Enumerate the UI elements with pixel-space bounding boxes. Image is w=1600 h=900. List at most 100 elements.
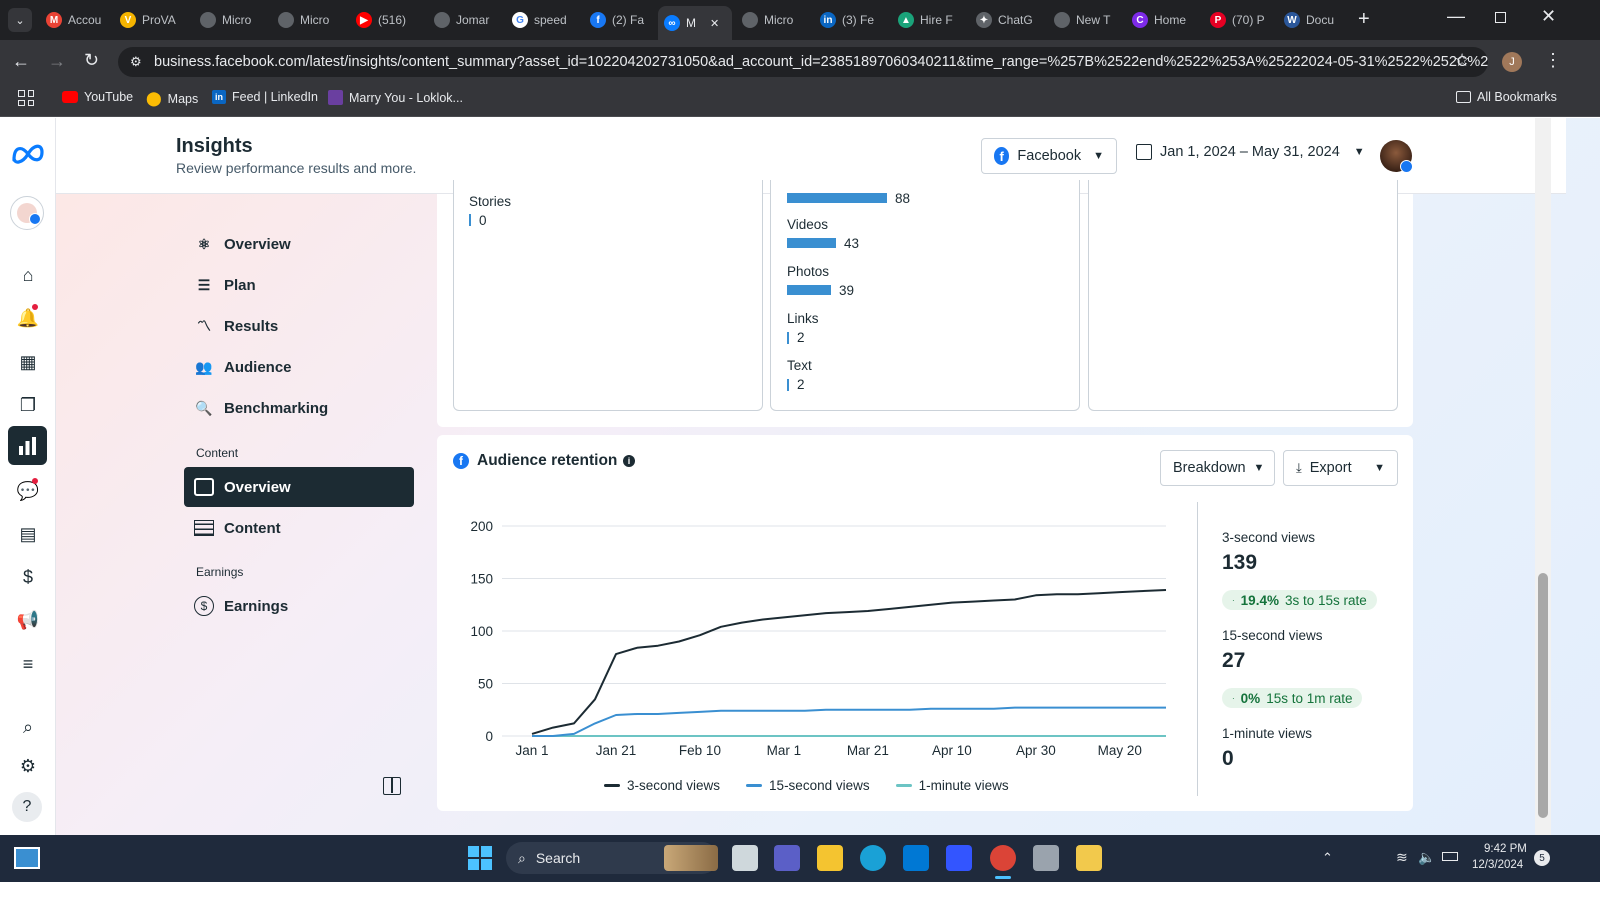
nav-content-overview[interactable]: Overview [184, 467, 414, 507]
browser-tab[interactable]: W Docu [1278, 6, 1352, 34]
legend-15s[interactable]: 15-second views [746, 778, 870, 793]
forward-button[interactable]: → [48, 51, 66, 71]
apps-grid-icon[interactable] [18, 90, 34, 106]
nav-audience[interactable]: 👥 Audience [194, 349, 291, 385]
help-icon[interactable]: ? [12, 792, 42, 822]
browser-tab[interactable]: Micro [736, 6, 810, 34]
browser-tab[interactable]: New T [1048, 6, 1122, 34]
info-icon[interactable]: i [623, 455, 635, 467]
browser-tab[interactable]: Jomar [428, 6, 502, 34]
nav-overview[interactable]: ⚛ Overview [194, 226, 291, 262]
pages-icon[interactable]: ❐ [19, 394, 37, 415]
page-avatar[interactable] [10, 196, 44, 230]
taskbar-search[interactable]: ⌕ Search [506, 842, 718, 874]
bookmark-maps[interactable]: ⬤ Maps [146, 90, 198, 107]
platform-select[interactable]: f Facebook ▼ [981, 138, 1117, 174]
all-bookmarks[interactable]: All Bookmarks [1456, 90, 1557, 104]
store-icon[interactable] [903, 845, 929, 871]
edge-icon[interactable] [860, 845, 886, 871]
page-scrollbar[interactable] [1535, 118, 1551, 835]
rail-active-insights[interactable] [8, 426, 47, 465]
file-explorer-icon[interactable] [817, 845, 843, 871]
browser-tab[interactable]: in (3) Fe [814, 6, 888, 34]
breakdown-button[interactable]: Breakdown ▼ [1160, 450, 1275, 486]
nav-earnings[interactable]: $ Earnings [194, 588, 288, 624]
browser-tab[interactable]: Micro [272, 6, 346, 34]
bookmark-linkedin[interactable]: in Feed | LinkedIn [212, 90, 318, 104]
x-tick-label: May 20 [1098, 743, 1142, 758]
legend-1m[interactable]: 1-minute views [895, 778, 1009, 793]
browser-menu-icon[interactable]: ⋮ [1544, 50, 1562, 70]
settings-icon[interactable]: ⚙ [19, 755, 37, 776]
browser-tab[interactable]: C Home [1126, 6, 1200, 34]
browser-tab[interactable]: Micro [194, 6, 268, 34]
nav-plan[interactable]: ☰ Plan [194, 267, 256, 303]
bookmark-star-icon[interactable]: ☆ [1454, 50, 1471, 70]
nav-content[interactable]: Content [194, 510, 281, 546]
ads-icon[interactable]: 📢 [16, 609, 40, 630]
reload-button[interactable]: ↻ [84, 50, 100, 70]
series-line-15-second-views[interactable] [532, 706, 1166, 737]
teams-icon[interactable] [774, 845, 800, 871]
messages-icon[interactable]: 💬 [16, 480, 40, 501]
widgets-icon[interactable] [14, 847, 40, 869]
contacts-icon[interactable]: ▤ [19, 523, 37, 544]
account-avatar[interactable] [1380, 140, 1413, 173]
battery-icon[interactable] [1442, 852, 1458, 861]
clock-date[interactable]: 12/3/2024 [1472, 859, 1524, 871]
scrollbar-thumb[interactable] [1538, 573, 1548, 818]
folder-icon [1456, 91, 1471, 103]
export-button[interactable]: ⤓ Export ▼ [1283, 450, 1398, 486]
browser-tab[interactable]: P (70) P [1204, 6, 1274, 34]
browser-tab[interactable]: M Accou [40, 6, 110, 34]
chrome-taskbar-icon[interactable] [990, 845, 1016, 871]
nav-results[interactable]: 〽 Results [194, 308, 278, 344]
notification-badge[interactable]: 5 [1534, 850, 1550, 866]
notes-taskbar-icon[interactable] [1076, 845, 1102, 871]
browser-tab[interactable]: ▲ Hire F [892, 6, 966, 34]
monetization-icon[interactable]: $ [22, 566, 33, 587]
address-bar[interactable]: ⚙ business.facebook.com/latest/insights/… [118, 47, 1488, 77]
table-icon[interactable]: ▦ [19, 351, 37, 372]
browser-tab[interactable]: ∞ M ✕ [658, 6, 732, 40]
browser-tab[interactable]: f (2) Fa [584, 6, 654, 34]
nav-benchmarking[interactable]: 🔍 Benchmarking [194, 390, 328, 426]
collapse-sidebar-icon[interactable] [383, 777, 401, 795]
browser-tab[interactable]: ▶ (516) [350, 6, 424, 34]
app-icon[interactable] [946, 845, 972, 871]
tray-chevron-icon[interactable]: ⌃ [1322, 850, 1333, 865]
browser-tab[interactable]: V ProVA [114, 6, 190, 34]
new-tab-button[interactable]: + [1358, 8, 1370, 30]
series-line-3-second-views[interactable] [531, 589, 1167, 735]
profile-avatar[interactable]: J [1502, 52, 1522, 72]
home-icon[interactable]: ⌂ [22, 264, 34, 285]
bookmark-loklok[interactable]: Marry You - Loklok... [328, 90, 463, 105]
x-tick-label: Feb 10 [679, 743, 721, 758]
stories-bar [469, 214, 471, 226]
tab-search-button[interactable]: ⌄ [8, 8, 32, 32]
site-info-icon[interactable]: ⚙ [130, 54, 142, 69]
task-view-icon[interactable] [732, 845, 758, 871]
dollar-icon: $ [194, 596, 214, 616]
bookmark-youtube[interactable]: YouTube [62, 90, 133, 104]
search-icon[interactable]: ⌕ [22, 716, 34, 737]
wifi-icon[interactable]: ≋ [1396, 849, 1408, 865]
legend-3s[interactable]: 3-second views [604, 778, 720, 793]
clock-time[interactable]: 9:42 PM [1484, 843, 1527, 855]
start-button-icon[interactable] [468, 846, 492, 870]
x-tick-label: Mar 21 [847, 743, 889, 758]
close-window-button[interactable]: ✕ [1541, 6, 1557, 26]
bookmark-label: Maps [167, 91, 199, 106]
volume-icon[interactable]: 🔈 [1418, 849, 1436, 865]
settings-taskbar-icon[interactable] [1033, 845, 1059, 871]
notifications-icon[interactable]: 🔔 [16, 307, 40, 328]
minimize-button[interactable]: — [1447, 6, 1465, 26]
menu-icon[interactable]: ≡ [22, 653, 34, 674]
browser-tab[interactable]: ✦ ChatG [970, 6, 1044, 34]
restore-button[interactable] [1495, 12, 1506, 23]
back-button[interactable]: ← [12, 51, 30, 71]
date-range-picker[interactable]: Jan 1, 2024 – May 31, 2024 ▼ [1136, 144, 1365, 160]
close-tab-icon[interactable]: ✕ [710, 17, 720, 30]
meta-logo-icon[interactable] [10, 140, 46, 168]
